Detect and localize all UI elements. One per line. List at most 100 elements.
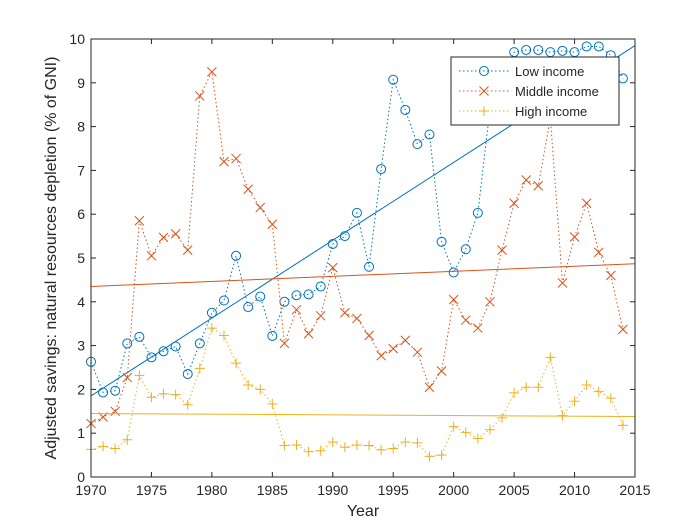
- data-point-high-income: [412, 437, 423, 448]
- data-point-low-income: [243, 302, 254, 313]
- data-point-low-income: [267, 330, 278, 341]
- data-point-middle-income: [219, 156, 229, 167]
- x-tick-label: 2010: [559, 482, 590, 498]
- data-point-low-income: [182, 369, 193, 380]
- y-tick-label: 5: [77, 250, 85, 266]
- data-point-low-income: [424, 129, 435, 140]
- data-point-low-income: [170, 341, 181, 352]
- data-point-middle-income: [400, 335, 411, 346]
- series-middle-income: [86, 66, 636, 429]
- data-point-high-income: [376, 444, 387, 455]
- data-point-high-income: [605, 393, 616, 404]
- data-point-middle-income: [207, 66, 217, 77]
- data-point-low-income: [206, 307, 217, 318]
- data-point-middle-income: [352, 313, 362, 324]
- data-point-high-income: [472, 433, 483, 444]
- data-point-low-income: [194, 338, 205, 349]
- data-point-low-income: [134, 331, 145, 342]
- data-point-middle-income: [376, 350, 386, 361]
- data-point-high-income: [98, 441, 109, 452]
- data-point-high-income: [521, 382, 532, 393]
- data-point-middle-income: [593, 247, 604, 258]
- y-tick-label: 9: [77, 75, 85, 91]
- data-point-high-income: [170, 389, 181, 400]
- data-point-high-income: [255, 384, 266, 395]
- data-point-high-income: [206, 323, 217, 334]
- data-point-high-income: [231, 358, 242, 369]
- data-point-middle-income: [557, 278, 568, 288]
- y-tick-label: 8: [77, 119, 85, 135]
- data-point-high-income: [484, 424, 495, 435]
- data-point-high-income: [243, 380, 254, 391]
- data-point-high-income: [497, 412, 508, 423]
- data-point-low-income: [533, 44, 544, 55]
- y-tick-label: 6: [77, 206, 85, 222]
- data-point-high-income: [158, 388, 169, 399]
- data-point-low-income: [557, 45, 568, 56]
- data-point-low-income: [581, 41, 592, 52]
- data-point-high-income: [267, 398, 278, 409]
- legend-marker-high-income: [479, 106, 489, 116]
- y-tick-label: 4: [77, 294, 85, 310]
- y-tick-label: 2: [77, 381, 85, 397]
- data-point-low-income: [339, 231, 350, 242]
- y-tick-label: 1: [77, 425, 85, 441]
- data-point-high-income: [460, 427, 471, 438]
- data-point-middle-income: [170, 229, 181, 239]
- trend-line-middle-income: [90, 263, 636, 287]
- data-point-high-income: [303, 446, 314, 457]
- y-tick-label: 3: [77, 338, 85, 354]
- data-point-middle-income: [134, 215, 145, 226]
- data-point-middle-income: [231, 153, 241, 164]
- data-point-low-income: [521, 44, 532, 55]
- data-point-middle-income: [618, 324, 628, 335]
- data-point-low-income: [412, 139, 423, 150]
- x-tick-label: 1975: [136, 482, 167, 498]
- data-point-high-income: [279, 440, 290, 451]
- series-high-income: [86, 323, 636, 462]
- data-point-middle-income: [412, 347, 423, 358]
- x-tick-label: 1985: [257, 482, 288, 498]
- y-tick-label: 10: [69, 31, 85, 47]
- data-point-low-income: [291, 290, 302, 301]
- data-point-middle-income: [291, 304, 302, 315]
- data-point-high-income: [533, 382, 544, 393]
- data-point-middle-income: [364, 330, 374, 341]
- data-point-middle-income: [388, 343, 399, 354]
- series-low-income: [86, 41, 636, 398]
- data-point-middle-income: [303, 328, 314, 339]
- data-point-low-income: [472, 207, 483, 218]
- legend-label-high-income: High income: [515, 104, 587, 119]
- data-point-middle-income: [327, 262, 338, 273]
- data-point-low-income: [460, 244, 471, 255]
- data-point-high-income: [351, 440, 362, 451]
- y-tick-label: 0: [77, 469, 85, 485]
- data-point-middle-income: [340, 307, 350, 318]
- data-point-high-income: [110, 443, 121, 454]
- data-point-middle-income: [533, 180, 544, 191]
- data-point-low-income: [158, 346, 169, 357]
- plot-content: [86, 41, 636, 462]
- data-point-high-income: [388, 443, 399, 454]
- data-point-high-income: [194, 363, 205, 374]
- data-point-middle-income: [194, 91, 205, 101]
- data-point-high-income: [400, 436, 411, 447]
- data-point-middle-income: [267, 219, 278, 230]
- data-point-high-income: [581, 380, 592, 391]
- data-point-middle-income: [146, 250, 157, 261]
- data-point-high-income: [557, 410, 568, 421]
- data-point-low-income: [436, 236, 447, 247]
- legend-marker-low-income: [479, 66, 489, 76]
- data-point-middle-income: [182, 245, 193, 255]
- x-tick-label: 2000: [438, 482, 469, 498]
- data-point-low-income: [376, 164, 387, 175]
- data-point-middle-income: [605, 270, 616, 281]
- data-point-low-income: [448, 267, 459, 278]
- data-point-low-income: [122, 338, 133, 349]
- x-tick-label: 1990: [317, 482, 348, 498]
- data-point-middle-income: [485, 296, 495, 307]
- x-tick-label: 2015: [619, 482, 650, 498]
- data-point-middle-income: [509, 198, 519, 209]
- data-point-middle-income: [436, 366, 447, 376]
